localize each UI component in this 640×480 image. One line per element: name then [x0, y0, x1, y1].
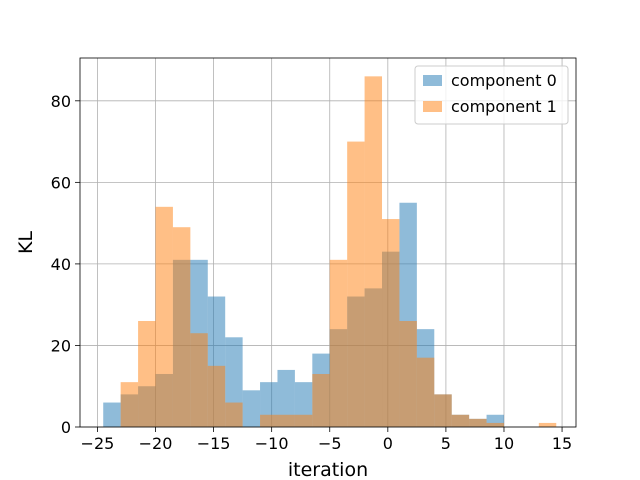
bars	[103, 76, 557, 427]
histogram-bar-series-1	[190, 333, 208, 427]
x-tick-label: −25	[81, 434, 115, 453]
histogram-bar-series-1	[538, 422, 557, 427]
histogram-bar-series-1	[382, 219, 400, 427]
legend-box	[414, 65, 569, 125]
x-tick-label: −15	[197, 434, 231, 453]
y-tick-label: 40	[51, 255, 71, 274]
histogram-bar-series-1	[399, 320, 417, 427]
histogram-bar-series-1	[347, 141, 365, 427]
histogram-bar-series-1	[120, 382, 139, 427]
x-axis-label: iteration	[288, 459, 368, 480]
y-tick-label: 60	[51, 173, 71, 192]
legend-label-1: component 1	[451, 97, 557, 116]
x-tick-label: −20	[139, 434, 173, 453]
histogram-bar-series-0	[277, 369, 295, 427]
axis-ticks: −25 −20 −15 −10 −5 0 5 10 15 0 20 40 60 80	[51, 92, 573, 453]
plot-frame	[79, 57, 577, 428]
legend-swatch-0	[423, 75, 442, 86]
y-tick-label: 0	[61, 418, 71, 437]
x-tick-label: −5	[318, 434, 342, 453]
legend-swatch-1	[423, 101, 442, 112]
histogram-bar-series-1	[138, 320, 156, 427]
x-tick-label: 10	[494, 434, 514, 453]
histogram-bar-series-1	[364, 76, 383, 427]
legend: component 0 component 1	[414, 65, 569, 125]
histogram-bar-series-1	[312, 373, 330, 427]
histogram-bar-series-0	[103, 402, 121, 427]
y-tick-label: 80	[51, 92, 71, 111]
histogram-bar-series-1	[294, 414, 313, 427]
histogram-bar-series-1	[416, 357, 435, 427]
legend-label-0: component 0	[451, 71, 557, 90]
histogram-bar-series-1	[329, 259, 348, 427]
histogram-bar-series-1	[155, 206, 173, 427]
histogram-bar-series-1	[469, 418, 487, 427]
histogram-bar-series-0	[242, 390, 261, 427]
histogram-bar-series-1	[451, 414, 470, 427]
x-tick-label: 15	[552, 434, 572, 453]
histogram-bar-series-1	[207, 365, 226, 427]
histogram-bar-series-1	[225, 402, 243, 427]
x-tick-label: 0	[383, 434, 393, 453]
histogram-bar-series-1	[277, 414, 295, 427]
histogram-bar-series-1	[486, 422, 504, 427]
x-tick-label: 5	[441, 434, 451, 453]
x-tick-label: −10	[255, 434, 289, 453]
histogram-bar-series-1	[172, 227, 191, 427]
y-axis-label: KL	[15, 231, 37, 254]
histogram-bar-series-1	[260, 414, 278, 427]
histogram-bar-series-1	[434, 394, 452, 427]
y-tick-label: 20	[51, 336, 71, 355]
